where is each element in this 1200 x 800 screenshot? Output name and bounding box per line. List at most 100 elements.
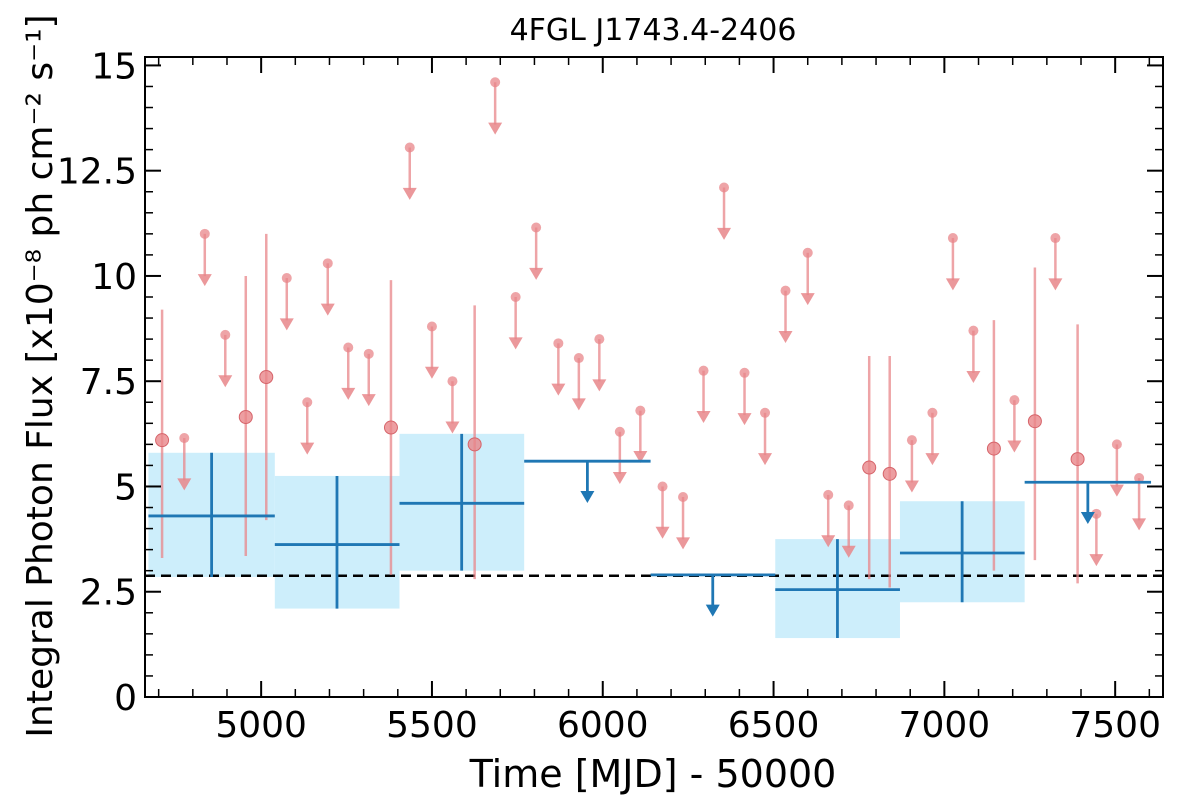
short-bin-upper-limit-arrow <box>279 318 294 331</box>
short-bin-upper-limit-arrow <box>904 480 919 493</box>
x-tick-label: 7500 <box>1069 705 1161 746</box>
y-axis-label: Integral Photon Flux [x10⁻⁸ ph cm⁻² s⁻¹] <box>20 14 61 737</box>
short-bin-point <box>986 441 1001 456</box>
short-bin-upper-limit-point <box>678 492 689 502</box>
short-bin-upper-limit-arrow <box>424 366 439 379</box>
short-bin-upper-limit-point <box>179 433 190 444</box>
short-bin-upper-limit-point <box>719 182 730 193</box>
short-bin-upper-limit-arrow <box>445 421 460 434</box>
short-bin-series <box>155 77 1147 588</box>
y-tick-label: 5 <box>114 467 137 508</box>
short-bin-point <box>259 370 274 384</box>
short-bin-upper-limit-point <box>343 342 354 353</box>
x-axis-label: Time [MJD] - 50000 <box>469 752 837 796</box>
short-bin-upper-limit-point <box>657 481 668 492</box>
short-bin-upper-limit-arrow <box>758 453 773 466</box>
short-bin-upper-limit-point <box>614 426 625 437</box>
short-bin-upper-limit-point <box>573 353 584 364</box>
plot-frame <box>144 56 1164 698</box>
short-bin-upper-limit-point <box>843 500 854 511</box>
short-bin-point <box>467 437 482 452</box>
short-bin-upper-limit-arrow <box>320 303 335 316</box>
short-bin-point <box>882 466 897 481</box>
short-bin-upper-limit-point <box>698 365 709 376</box>
short-bin-upper-limit-arrow <box>925 453 940 466</box>
x-tick-label: 6000 <box>557 705 649 746</box>
short-bin-upper-limit-point <box>447 376 458 387</box>
short-bin-upper-limit-arrow <box>508 337 523 350</box>
short-bin-upper-limit-arrow <box>841 545 856 558</box>
short-bin-upper-limit-point <box>947 233 958 244</box>
short-bin-upper-limit-point <box>426 321 437 332</box>
short-bin-upper-limit-arrow <box>551 383 566 396</box>
y-tick-label: 15 <box>91 46 137 87</box>
short-bin-upper-limit-arrow <box>218 375 233 388</box>
short-bin-upper-limit-arrow <box>197 274 212 287</box>
short-bin-upper-limit-arrow <box>778 331 793 343</box>
short-bin-upper-limit-point <box>927 407 938 418</box>
short-bin-upper-limit-arrow <box>737 413 752 426</box>
short-bin-upper-limit-arrow <box>341 387 356 400</box>
chart-title: 4FGL J1743.4-2406 <box>510 13 797 48</box>
short-bin-upper-limit-arrow <box>696 411 711 423</box>
x-tick-label: 5000 <box>215 705 307 746</box>
y-tick-label: 0 <box>114 678 137 719</box>
short-bin-upper-limit-arrow <box>592 379 607 392</box>
short-bin-upper-limit-arrow <box>361 394 376 407</box>
x-tick-label: 7000 <box>899 705 991 746</box>
short-bin-upper-limit-arrow <box>800 293 815 306</box>
short-bin-upper-limit-point <box>404 142 415 153</box>
short-bin-upper-limit-arrow <box>655 526 670 539</box>
short-bin-upper-limit-point <box>302 397 313 408</box>
long-bin-series <box>148 433 1152 639</box>
long-bin-upper-limit-arrow <box>705 604 720 617</box>
short-bin-upper-limit-point <box>635 405 646 416</box>
short-bin-upper-limit-point <box>220 329 231 340</box>
short-bin-upper-limit-arrow <box>571 398 586 411</box>
short-bin-upper-limit-arrow <box>488 122 503 135</box>
short-bin-upper-limit-arrow <box>529 267 544 280</box>
short-bin-upper-limit-arrow <box>676 537 691 550</box>
short-bin-upper-limit-point <box>490 77 501 88</box>
short-bin-upper-limit-point <box>968 325 979 336</box>
short-bin-upper-limit-arrow <box>402 187 417 200</box>
axes: 5000 5500 6000 6500 7000 7500 0 2.5 5 7.5 10 12.5 15 <box>57 46 1164 746</box>
short-bin-upper-limit-point <box>281 273 292 284</box>
short-bin-upper-limit-arrow <box>821 535 836 548</box>
short-bin-upper-limit-arrow <box>1048 278 1063 291</box>
x-tick-label: 5500 <box>386 705 478 746</box>
short-bin-point <box>155 433 170 448</box>
short-bin-upper-limit-arrow <box>1089 554 1104 567</box>
short-bin-point <box>383 420 398 435</box>
short-bin-upper-limit-point <box>760 407 771 418</box>
short-bin-upper-limit-point <box>739 367 750 378</box>
long-bin-upper-limit-arrow <box>1080 512 1095 525</box>
short-bin-upper-limit-arrow <box>300 442 315 455</box>
short-bin-point <box>862 460 877 475</box>
short-bin-point <box>1070 452 1085 467</box>
short-bin-upper-limit-arrow <box>612 472 627 485</box>
short-bin-upper-limit-arrow <box>945 278 960 291</box>
short-bin-upper-limit-point <box>322 258 333 269</box>
short-bin-upper-limit-arrow <box>1132 518 1147 531</box>
short-bin-upper-limit-point <box>510 292 521 302</box>
short-bin-upper-limit-point <box>1111 439 1122 450</box>
short-bin-point <box>1027 414 1042 429</box>
short-bin-upper-limit-point <box>363 348 374 359</box>
short-bin-upper-limit-point <box>823 489 834 500</box>
short-bin-upper-limit-point <box>594 334 605 345</box>
long-bin-upper-limit-arrow <box>580 491 595 503</box>
y-tick-label: 10 <box>91 257 137 298</box>
short-bin-upper-limit-point <box>199 228 210 239</box>
short-bin-upper-limit-point <box>1050 233 1061 244</box>
short-bin-upper-limit-point <box>1134 473 1145 484</box>
short-bin-upper-limit-point <box>1009 395 1020 406</box>
short-bin-upper-limit-arrow <box>966 371 981 383</box>
short-bin-upper-limit-arrow <box>717 227 732 240</box>
short-bin-upper-limit-point <box>906 435 917 446</box>
short-bin-upper-limit-arrow <box>1109 484 1124 497</box>
y-tick-label: 12.5 <box>57 152 137 193</box>
short-bin-upper-limit-point <box>780 285 791 296</box>
short-bin-upper-limit-point <box>553 338 564 349</box>
